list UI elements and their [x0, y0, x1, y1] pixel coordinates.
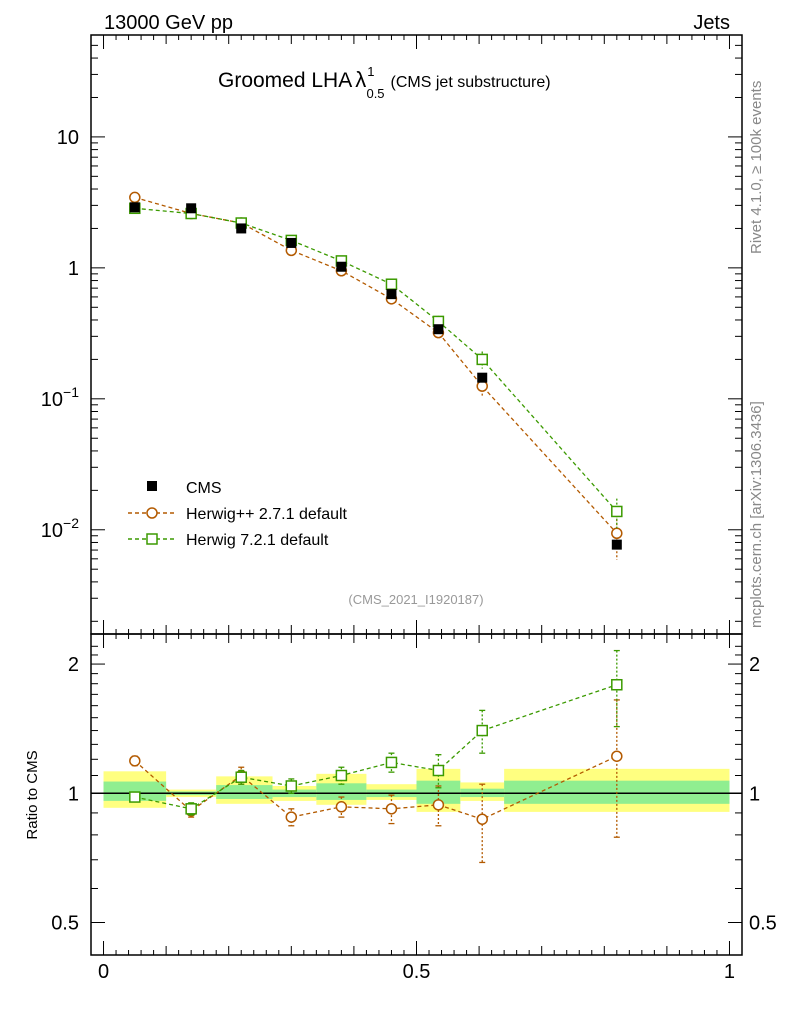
ratio-bands: [91, 768, 742, 812]
ratio-point-herwig7: [185, 803, 197, 815]
ratio-point-herwig7: [285, 780, 298, 792]
ratio-point-herwig7: [335, 769, 348, 782]
chart-title-text: Groomed LHA λ1 0.5 (CMS jet substructure): [218, 64, 551, 101]
chart-title-subscript: 0.5: [366, 86, 384, 101]
main-point-cms: [236, 223, 247, 234]
ratio-ytick-label-left: 0.5: [51, 912, 79, 934]
ratio-ytick-label-right: 0.5: [749, 912, 777, 934]
ratio-point-herwig7: [476, 724, 488, 737]
legend-herwigpp-marker: [146, 507, 158, 519]
ratio-band-inner: [103, 781, 167, 801]
ratio-point-herwigpp: [432, 799, 445, 811]
ratio-point-herwigpp: [611, 750, 623, 762]
main-point-cms: [336, 261, 347, 272]
main-point-herwig7: [476, 353, 488, 366]
ratio-point-herwig7: [385, 756, 398, 769]
legend-herwigpp-label: Herwig++ 2.7.1 default: [186, 506, 348, 523]
ratio-ylabel: Ratio to CMS: [24, 750, 41, 839]
ratio-point-herwigpp: [285, 811, 298, 823]
main-point-cms: [186, 203, 197, 214]
ratio-panel-frame: [90, 633, 743, 956]
ratio-point-herwigpp: [385, 803, 398, 815]
ratio-ytick-label-right: 2: [749, 654, 760, 676]
main-point-herwigpp: [129, 191, 141, 204]
main-ytick-label: 1: [68, 258, 79, 280]
ratio-point-herwig7: [432, 764, 445, 777]
main-point-cms: [477, 372, 488, 383]
header-left-label: 13000 GeV pp: [104, 12, 233, 34]
main-point-cms: [129, 202, 140, 213]
xtick-label: 1: [724, 961, 735, 983]
ratio-ytick-label-left: 2: [68, 654, 79, 676]
ratio-point-herwig7: [129, 791, 141, 803]
mcplots-label: mcplots.cern.ch [arXiv:1306.3436]: [748, 401, 765, 628]
main-ytick-label: 10−2: [41, 515, 79, 542]
main-point-cms: [611, 539, 622, 550]
xtick-label: 0.5: [403, 961, 431, 983]
ratio-ytick-label-left: 1: [68, 783, 79, 805]
main-point-cms: [386, 289, 397, 300]
legend-cms-marker: [147, 481, 157, 491]
main-point-cms: [286, 237, 297, 248]
chart-title-note: (CMS jet substructure): [391, 74, 551, 91]
main-point-herwig7: [611, 505, 623, 518]
rivet-version-label: Rivet 4.1.0, ≥ 100k events: [748, 81, 765, 254]
chart-title-superscript: 1: [367, 64, 374, 79]
ratio-panel-content: [129, 649, 623, 864]
ratio-point-herwigpp: [476, 813, 488, 825]
main-point-herwigpp: [611, 527, 623, 540]
main-ytick-label: 10−1: [41, 384, 79, 411]
ratio-band-inner: [216, 785, 273, 799]
ratio-band-inner: [416, 780, 461, 804]
legend-cms-label: CMS: [186, 480, 222, 497]
legend-herwig7-marker: [146, 533, 158, 545]
analysis-label: (CMS_2021_I1920187): [348, 592, 483, 607]
ratio-point-herwig7: [611, 678, 623, 691]
main-ytick-label: 10: [57, 127, 79, 149]
chart-title-main: Groomed LHA: [218, 69, 352, 92]
main-point-cms: [433, 324, 444, 335]
ratio-point-herwigpp: [129, 755, 141, 767]
ratio-ytick-label-right: 1: [749, 783, 760, 805]
ratio-point-herwigpp: [335, 801, 348, 813]
ratio-point-herwig7: [235, 771, 247, 783]
legend: CMS Herwig++ 2.7.1 default Herwig 7.2.1 …: [128, 480, 348, 549]
chart-title-symbol: λ: [355, 67, 366, 92]
ratio-band-inner: [316, 783, 367, 800]
main-point-herwig7: [385, 278, 398, 290]
axes: 10 1 10−1 10−2 2 2 1 1 0.5 0.5 0 0.5 1: [41, 34, 777, 983]
header-right-label: Jets: [693, 12, 730, 34]
legend-herwig7-label: Herwig 7.2.1 default: [186, 532, 329, 549]
main-series-line: [134, 207, 618, 512]
xtick-label: 0: [98, 961, 109, 983]
main-panel-content: [129, 191, 623, 560]
chart-title: Groomed LHA λ1 0.5 (CMS jet substructure): [218, 64, 551, 101]
